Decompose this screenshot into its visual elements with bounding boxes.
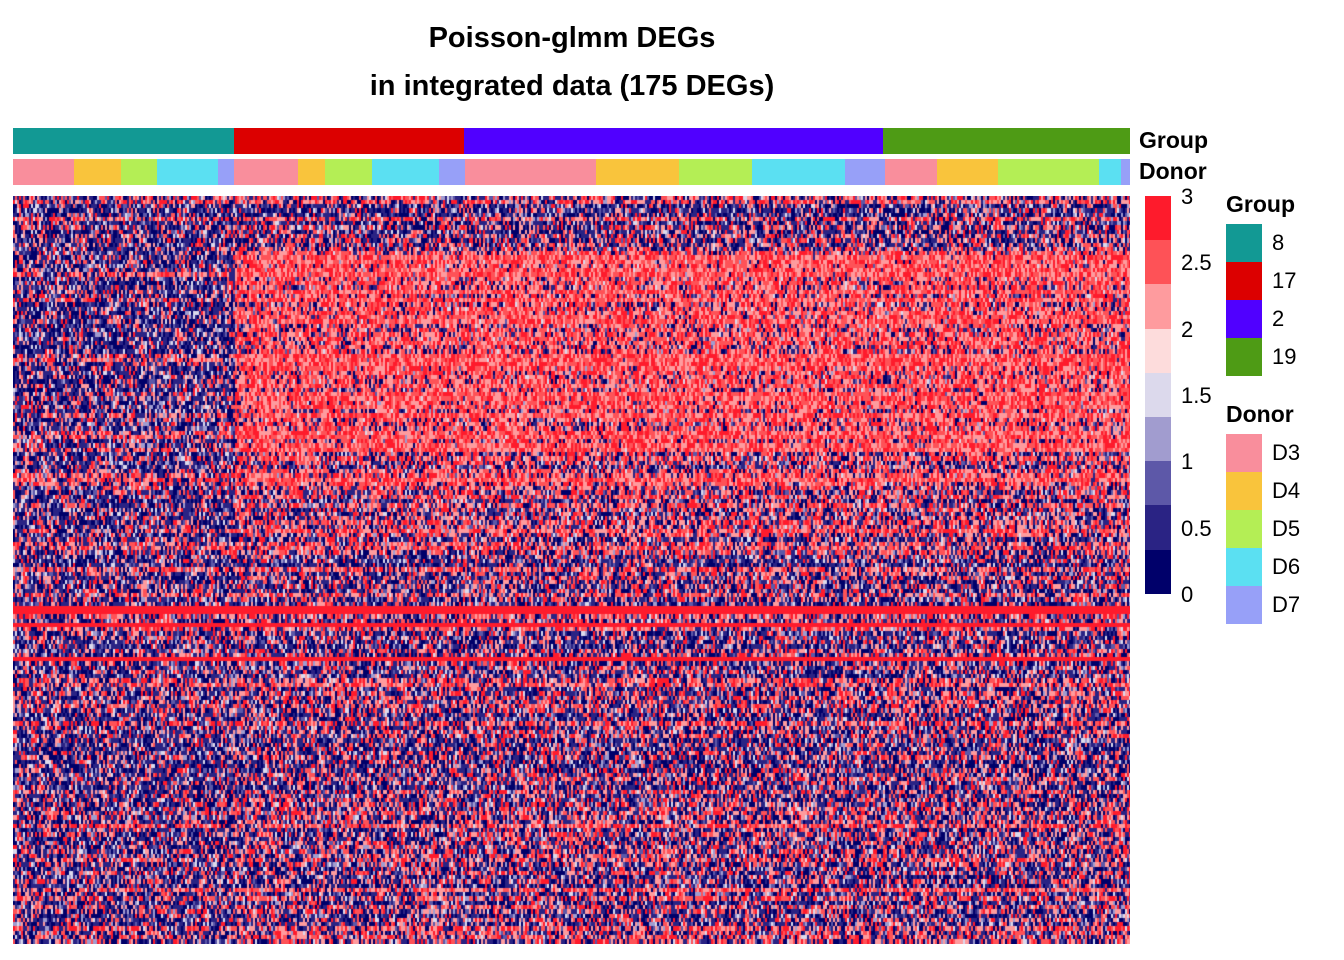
group-segment-8 xyxy=(13,128,234,154)
donor-segment-d5 xyxy=(121,159,157,185)
color-scale-bar xyxy=(1145,196,1171,594)
donor-segment-d6 xyxy=(157,159,218,185)
group-legend-swatch xyxy=(1226,224,1262,262)
donor-segment-d5 xyxy=(998,159,1099,185)
group-legend-title: Group xyxy=(1226,191,1295,217)
group-legend-swatch xyxy=(1226,300,1262,338)
group-legend-item: 2 xyxy=(1226,300,1284,338)
donor-legend-swatch xyxy=(1226,586,1262,624)
color-scale-tick: 0 xyxy=(1181,582,1194,607)
donor-legend-item: D5 xyxy=(1226,510,1300,548)
group-legend-label: 17 xyxy=(1272,268,1297,293)
color-scale-tick: 2.5 xyxy=(1181,250,1212,275)
chart-title-line1: Poisson-glmm DEGs xyxy=(428,22,716,54)
chart-title-line2: in integrated data (175 DEGs) xyxy=(369,70,775,102)
donor-segment-d7 xyxy=(845,159,885,185)
donor-legend-swatch xyxy=(1226,472,1262,510)
donor-legend-item: D6 xyxy=(1226,548,1300,586)
donor-legend-swatch xyxy=(1226,548,1262,586)
donor-segment-d4 xyxy=(937,159,998,185)
donor-legend-label: D5 xyxy=(1272,516,1301,541)
group-legend-label: 2 xyxy=(1272,306,1285,331)
donor-legend-swatch xyxy=(1226,434,1262,472)
color-scale-tick: 0.5 xyxy=(1181,516,1212,541)
group-legend-item: 8 xyxy=(1226,224,1284,262)
color-scale-block xyxy=(1145,196,1171,241)
donor-segment-d4 xyxy=(74,159,121,185)
donor-segment-d6 xyxy=(1099,159,1121,185)
donor-legend-title: Donor xyxy=(1226,401,1294,427)
donor-legend-swatch xyxy=(1226,510,1262,548)
group-legend-item: 19 xyxy=(1226,338,1296,376)
color-scale-tick: 2 xyxy=(1181,317,1194,342)
donor-segment-d5 xyxy=(325,159,372,185)
color-scale-tick: 1.5 xyxy=(1181,383,1212,408)
donor-segment-d3 xyxy=(465,159,596,185)
donor-segment-d6 xyxy=(752,159,845,185)
donor-segment-d3 xyxy=(13,159,74,185)
donor-segment-d5 xyxy=(679,159,752,185)
donor-segment-d3 xyxy=(234,159,298,185)
color-scale-tick: 1 xyxy=(1181,449,1194,474)
donor-segment-d4 xyxy=(298,159,325,185)
donor-legend-item: D4 xyxy=(1226,472,1300,510)
donor-segment-d3 xyxy=(885,159,937,185)
group-segment-19 xyxy=(883,128,1130,154)
donor-legend-label: D4 xyxy=(1272,478,1301,503)
group-segment-17 xyxy=(234,128,464,154)
donor-legend-label: D7 xyxy=(1272,592,1301,617)
donor-legend-item: D7 xyxy=(1226,586,1300,624)
donor-legend-item: D3 xyxy=(1226,434,1300,472)
group-legend-item: 17 xyxy=(1226,262,1296,300)
chart-title: Poisson-glmm DEGs in integrated data (17… xyxy=(0,14,1144,110)
donor-legend-label: D6 xyxy=(1272,554,1301,579)
group-segment-2 xyxy=(464,128,883,154)
color-scale-block xyxy=(1145,328,1171,373)
color-scale-block xyxy=(1145,284,1171,329)
group-legend-swatch xyxy=(1226,262,1262,300)
expression-heatmap xyxy=(13,196,1130,944)
donor-segment-d7 xyxy=(439,159,465,185)
group-annotation-bar xyxy=(13,128,1130,154)
donor-segment-d7 xyxy=(1121,159,1130,185)
group-legend-label: 19 xyxy=(1272,344,1297,369)
donor-segment-d4 xyxy=(596,159,679,185)
group-annotation-label: Group xyxy=(1139,127,1208,153)
donor-segment-d6 xyxy=(372,159,439,185)
donor-annotation-bar xyxy=(13,159,1130,185)
donor-legend-label: D3 xyxy=(1272,440,1301,465)
color-scale-block xyxy=(1145,461,1171,506)
color-scale-block xyxy=(1145,549,1171,594)
group-legend-label: 8 xyxy=(1272,230,1285,255)
color-scale-block xyxy=(1145,240,1171,285)
donor-annotation-label: Donor xyxy=(1139,158,1207,184)
color-scale-block xyxy=(1145,416,1171,462)
group-legend-swatch xyxy=(1226,338,1262,376)
donor-segment-d7 xyxy=(218,159,234,185)
color-scale-tick: 3 xyxy=(1181,184,1194,209)
color-scale-block xyxy=(1145,505,1171,550)
color-scale-block xyxy=(1145,372,1171,417)
